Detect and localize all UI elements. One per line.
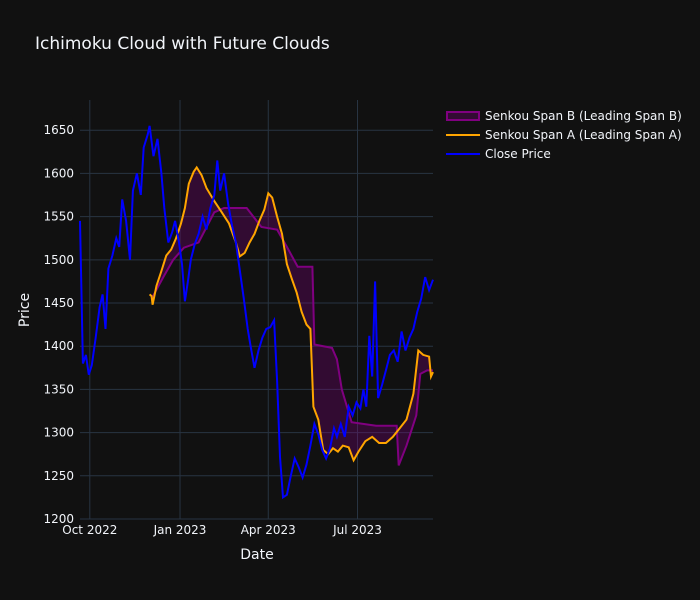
y-tick-label: 1300 (43, 426, 74, 440)
chart-title: Ichimoku Cloud with Future Clouds (35, 34, 330, 54)
cloud-layer (151, 167, 433, 466)
y-tick-label: 1450 (43, 296, 74, 310)
y-tick-label: 1200 (43, 512, 74, 526)
legend[interactable]: Senkou Span B (Leading Span B) Senkou Sp… (445, 106, 682, 163)
series-span-b-line[interactable] (150, 207, 433, 466)
legend-label-close: Close Price (485, 146, 551, 161)
x-tick-label: Jan 2023 (153, 523, 207, 537)
legend-item-span-b[interactable]: Senkou Span B (Leading Span B) (445, 106, 682, 125)
series-span-a-line[interactable] (148, 165, 434, 463)
y-tick-label: 1350 (43, 382, 74, 396)
y-tick-label: 1250 (43, 469, 74, 483)
ichimoku-cloud-fill (151, 167, 433, 466)
tick-labels: 1200 1250 1300 1350 1400 1450 1500 1550 1600 1650… (43, 123, 381, 537)
y-tick-label: 1500 (43, 253, 74, 267)
legend-swatch-span-b (445, 109, 481, 123)
y-tick-label: 1600 (43, 166, 74, 180)
legend-label-span-a: Senkou Span A (Leading Span A) (485, 127, 682, 142)
y-tick-label: 1650 (43, 123, 74, 137)
legend-swatch-close (445, 147, 481, 161)
x-tick-label: Jul 2023 (332, 523, 382, 537)
legend-label-span-b: Senkou Span B (Leading Span B) (485, 108, 682, 123)
y-axis-title: Price (17, 293, 33, 327)
y-tick-label: 1550 (43, 210, 74, 224)
legend-swatch-span-a (445, 128, 481, 142)
legend-item-span-a[interactable]: Senkou Span A (Leading Span A) (445, 125, 682, 144)
y-tick-label: 1400 (43, 339, 74, 353)
x-axis-title: Date (240, 547, 273, 563)
series-close-price-line[interactable] (79, 125, 434, 500)
x-tick-label: Apr 2023 (241, 523, 296, 537)
x-tick-label: Oct 2022 (62, 523, 117, 537)
legend-item-close[interactable]: Close Price (445, 144, 682, 163)
line-layer (79, 125, 434, 500)
grid (80, 100, 433, 520)
